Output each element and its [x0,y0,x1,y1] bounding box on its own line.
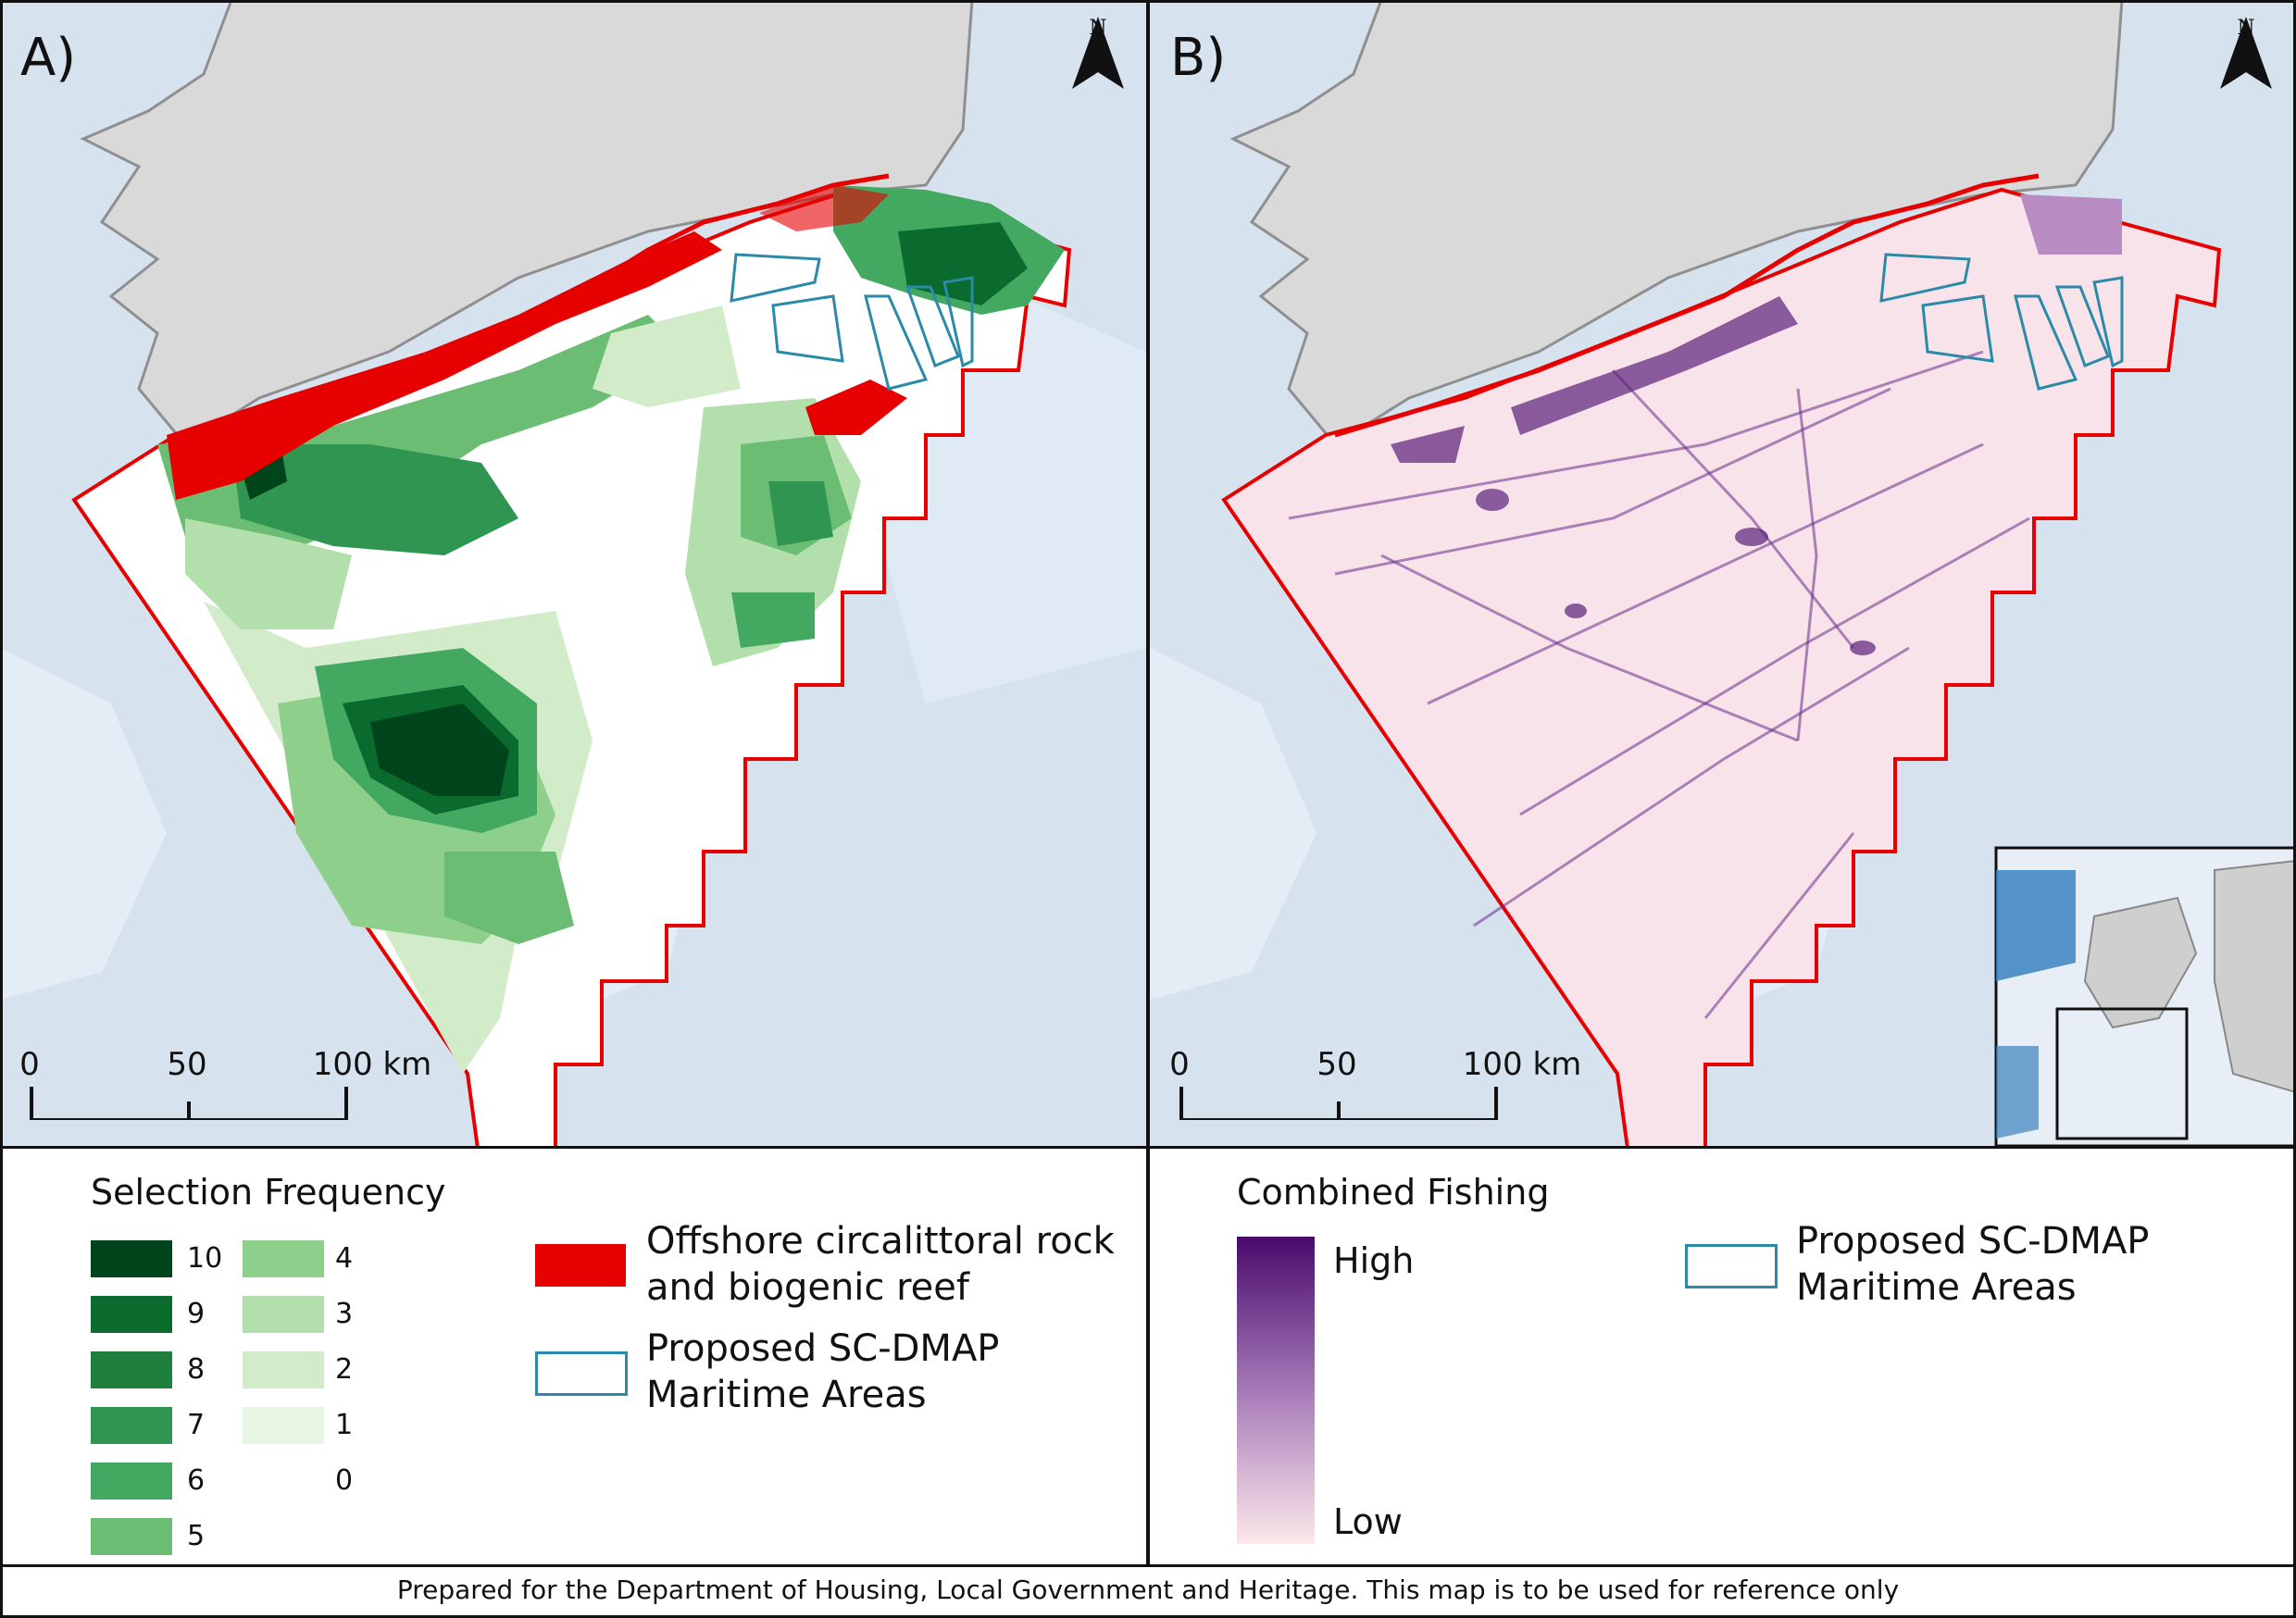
swatch-label-10: 10 [187,1242,223,1275]
north-arrow-icon [2220,17,2272,89]
swatch-label-7: 7 [187,1409,206,1441]
reef-swatch [535,1244,626,1287]
scale-label-0: 0 [19,1046,40,1083]
swatch-label-4: 4 [335,1242,354,1275]
dmap-label-a: Proposed SC-DMAP Maritime Areas [646,1327,1000,1416]
swatch-label-0: 0 [335,1464,354,1497]
land-ireland [80,0,974,446]
ramp-high-label: High [1333,1240,1415,1281]
legend-b-title: Combined Fishing [1237,1172,1550,1213]
swatch-8 [91,1351,172,1388]
swatch-0 [243,1462,324,1500]
swatch-2 [243,1351,324,1388]
reef-layer [167,185,907,500]
map-a-canvas [0,0,1146,1146]
north-arrow-icon [1072,17,1124,89]
land-ireland-b [1229,0,2124,446]
swatch-label-1: 1 [335,1409,354,1441]
footer-note: Prepared for the Department of Housing, … [396,1574,1900,1605]
swatch-1 [243,1407,324,1444]
swatch-label-5: 5 [187,1520,206,1552]
map-panel-b: B) N 0 50 100 km [1150,0,2296,1146]
ramp-low-label: Low [1333,1501,1403,1542]
scale-label-0: 0 [1169,1046,1190,1083]
north-arrow-b: N [2218,17,2274,89]
swatch-6 [91,1462,172,1500]
swatch-4 [243,1240,324,1277]
legend-a: Selection Frequency 10 9 8 7 6 5 4 3 2 1… [0,1148,1146,1564]
selection-frequency-layer [157,185,1065,1074]
panel-b-label: B) [1170,28,1227,88]
swatch-9 [91,1296,172,1333]
study-area-b [1221,187,2222,1146]
swatch-3 [243,1296,324,1333]
swatch-10 [91,1240,172,1277]
scale-label-100: 100 km [312,1046,432,1083]
map-panel-a: A) N 0 50 100 km [0,0,1146,1146]
swatch-label-6: 6 [187,1464,206,1497]
reef-label: Offshore circalittoral rock and biogenic… [646,1220,1115,1309]
dmap-swatch-a [535,1351,628,1396]
scale-label-50: 50 [1316,1046,1357,1083]
north-arrow-a: N [1070,17,1126,89]
swatch-label-9: 9 [187,1298,206,1330]
swatch-label-2: 2 [335,1353,354,1386]
fishing-ramp [1237,1237,1315,1544]
scale-bar-b: 0 50 100 km [1169,1046,1581,1120]
fishing-intensity-layer [1288,350,2030,1019]
scale-label-100: 100 km [1462,1046,1582,1083]
legend-a-title: Selection Frequency [91,1172,446,1213]
dmap-areas-a [730,253,974,391]
inset-locator-map [1994,846,2296,1146]
dmap-swatch-b [1685,1244,1778,1288]
scale-label-50: 50 [167,1046,207,1083]
swatch-7 [91,1407,172,1444]
scale-bar-a: 0 50 100 km [19,1046,431,1120]
swatch-label-3: 3 [335,1298,354,1330]
dmap-label-b: Proposed SC-DMAP Maritime Areas [1796,1220,2150,1309]
legend-b: Combined Fishing High Low Proposed SC-DM… [1150,1148,2296,1564]
panel-a-label: A) [20,28,77,88]
map-b-canvas [1150,0,2296,1146]
swatch-5 [91,1518,172,1555]
dmap-areas-b [1879,253,2124,391]
swatch-label-8: 8 [187,1353,206,1386]
